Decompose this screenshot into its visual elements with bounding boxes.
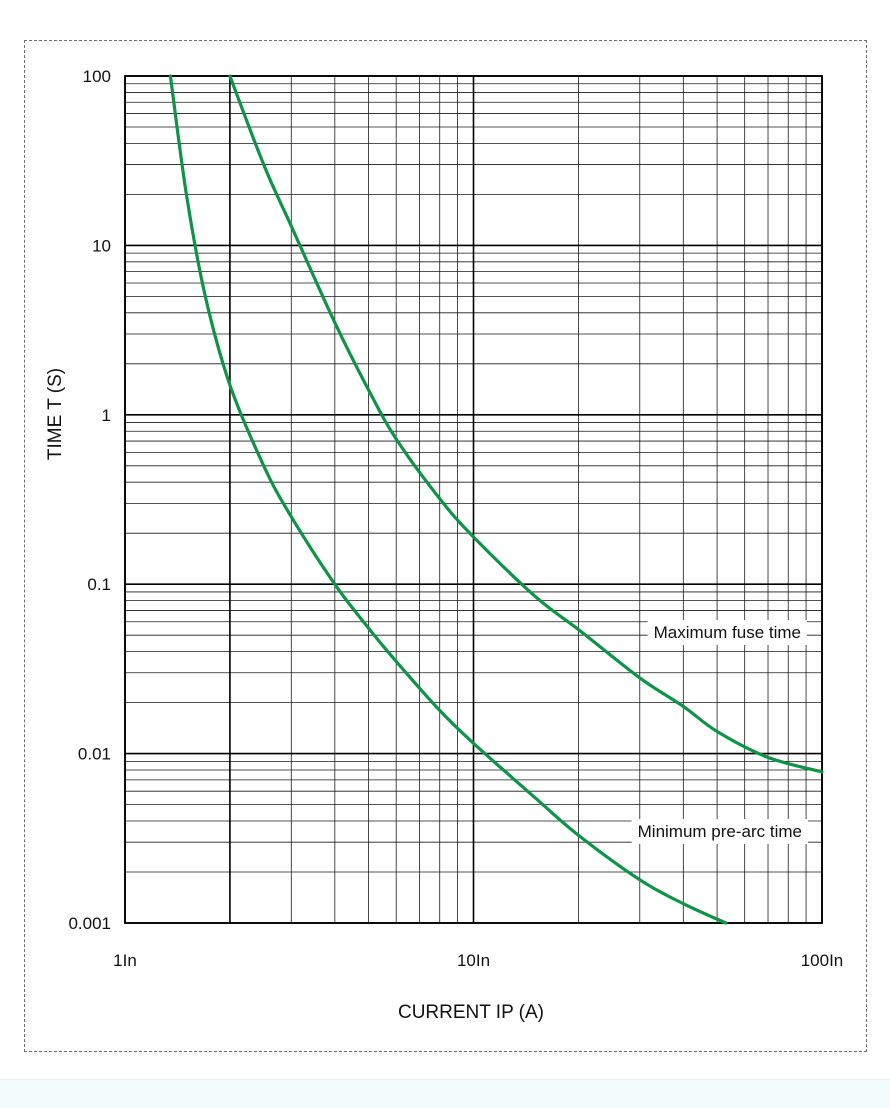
series-line-minimum-pre-arc-time — [168, 74, 728, 925]
annotation-minimum-pre-arc-time: Minimum pre-arc time — [638, 822, 802, 841]
y-tick-label: 1 — [102, 406, 111, 425]
annotation-maximum-fuse-time-bg — [647, 620, 807, 645]
y-axis-title: TIME T (S) — [45, 368, 66, 460]
x-tick-label: 100In — [801, 951, 844, 970]
y-tick-label: 10 — [92, 236, 111, 255]
footer-band — [0, 1079, 890, 1108]
x-tick-label: 10In — [457, 951, 490, 970]
x-axis-title: CURRENT IP (A) — [398, 1002, 544, 1023]
annotations: Maximum fuse time Minimum pre-arc time — [631, 620, 808, 844]
chart-frame — [24, 40, 867, 1052]
annotation-maximum-fuse-time: Maximum fuse time — [654, 623, 801, 642]
curves — [168, 74, 824, 925]
y-tick-label: 0.001 — [68, 914, 111, 933]
x-tick-labels: 1In 10In 100In — [113, 951, 843, 970]
y-tick-label: 0.1 — [87, 575, 111, 594]
x-tick-label: 1In — [113, 951, 137, 970]
y-tick-label: 100 — [83, 67, 111, 86]
y-tick-label: 0.01 — [78, 745, 111, 764]
y-tick-labels: 100 10 1 0.1 0.01 0.001 — [68, 67, 111, 933]
series-line-maximum-fuse-time — [228, 74, 824, 774]
plot-border — [124, 75, 823, 924]
major-grid — [124, 75, 823, 924]
annotation-minimum-pre-arc-time-bg — [631, 819, 808, 844]
